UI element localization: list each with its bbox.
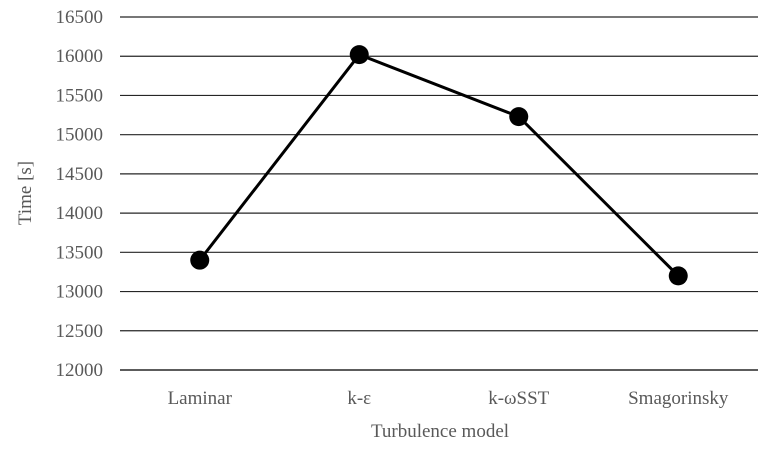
data-point-k-sst xyxy=(509,107,529,127)
data-point-k- xyxy=(349,45,369,65)
y-axis-title: Time [s] xyxy=(15,161,36,225)
x-tick-label: Smagorinsky xyxy=(628,388,729,409)
x-axis-title: Turbulence model xyxy=(371,421,509,442)
y-tick-label: 14500 xyxy=(56,164,104,185)
y-tick-label: 12500 xyxy=(56,321,104,342)
y-tick-label: 13500 xyxy=(56,242,104,263)
y-tick-label: 15500 xyxy=(56,85,104,106)
x-tick-labels: Laminar k-ε k-ωSST Smagorinsky xyxy=(168,388,729,409)
gridlines xyxy=(120,16,758,371)
x-tick-label: k-ωSST xyxy=(488,388,549,409)
y-tick-labels: 12000 12500 13000 13500 14000 14500 15000 15500… xyxy=(56,7,104,381)
series-line xyxy=(190,45,688,286)
y-tick-label: 16000 xyxy=(56,46,104,67)
y-tick-label: 15000 xyxy=(56,125,104,146)
y-tick-label: 13000 xyxy=(56,282,104,303)
data-point-laminar xyxy=(190,250,210,270)
y-tick-label: 12000 xyxy=(56,360,104,381)
x-tick-label: Laminar xyxy=(168,388,233,409)
x-tick-label: k-ε xyxy=(347,388,371,409)
y-tick-label: 14000 xyxy=(56,203,104,224)
data-point-smagorinsky xyxy=(668,266,688,286)
series-polyline xyxy=(198,53,680,277)
y-tick-label: 16500 xyxy=(56,7,104,28)
